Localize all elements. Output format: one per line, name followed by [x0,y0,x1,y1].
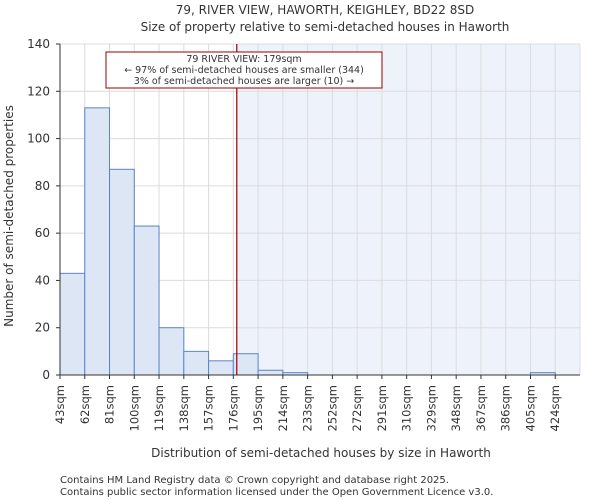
bar-138sqm [183,350,210,376]
annotation-line-3: 3% of semi-detached houses are larger (1… [134,76,354,87]
x-tick-label: 176sqm [226,385,240,431]
x-tick-label: 233sqm [301,385,315,431]
bar-81sqm [109,168,135,376]
x-tick-label: 157sqm [202,385,216,431]
bar-43sqm [59,272,86,376]
x-tick-label: 367sqm [474,385,488,431]
x-tick-label: 348sqm [449,385,463,431]
highlight-region [236,44,581,375]
x-tick-label: 195sqm [251,385,265,431]
x-tick-label: 424sqm [548,385,562,431]
bar-195sqm [257,369,284,376]
x-tick-label: 272sqm [350,385,364,431]
y-tick-label: 0 [42,368,50,382]
plot-area: 0 20 40 60 80 100 120 140 43sqm 62sqm 81sqm 100sqm 1… [27,37,581,431]
annotation-line-1: 79 RIVER VIEW: 179sqm [186,54,301,65]
x-tick-label: 405sqm [523,385,537,431]
chart-subtitle: Size of property relative to semi-detach… [141,20,510,34]
y-tick-label: 40 [35,273,50,287]
x-tick-label: 252sqm [325,385,339,431]
annotation-line-2: ← 97% of semi-detached houses are smalle… [124,65,364,76]
x-tick-label: 386sqm [499,385,513,431]
x-axis-label: Distribution of semi-detached houses by … [151,446,491,460]
x-tick-label: 81sqm [103,385,117,424]
bar-119sqm [158,327,185,376]
y-tick-label: 140 [27,37,50,51]
x-tick-label: 43sqm [53,385,67,424]
x-tick-label: 310sqm [400,385,414,431]
y-tick-label: 60 [35,226,50,240]
annotation-box [105,51,383,89]
bar-157sqm [208,360,234,376]
x-tick-label: 62sqm [78,385,92,424]
y-tick-label: 100 [27,132,50,146]
x-tick-label: 329sqm [424,385,438,431]
x-tick-label: 119sqm [152,385,166,431]
x-tick-label: 100sqm [127,385,141,431]
bar-62sqm [84,107,111,376]
bar-100sqm [133,225,160,376]
x-tick-label: 291sqm [375,385,389,431]
x-tick-label: 138sqm [177,385,191,431]
y-tick-label: 20 [35,321,50,335]
chart-title: 79, RIVER VIEW, HAWORTH, KEIGHLEY, BD22 … [176,3,474,17]
y-tick-label: 120 [27,84,50,98]
x-tick-label: 214sqm [276,385,290,431]
y-axis-label: Number of semi-detached properties [2,105,16,327]
y-tick-label: 80 [35,179,50,193]
footer-line-1: Contains HM Land Registry data © Crown c… [60,475,449,486]
footer-line-2: Contains public sector information licen… [60,487,493,498]
